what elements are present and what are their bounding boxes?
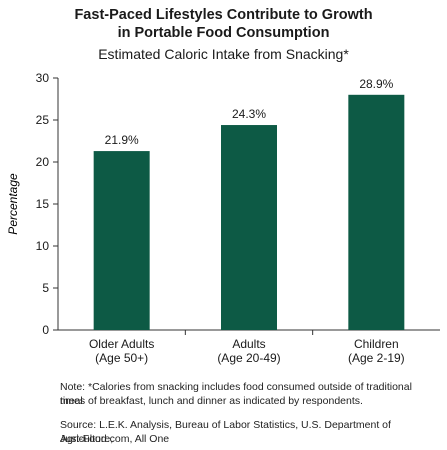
y-tick-label: 5 [42,281,49,295]
y-tick-label: 25 [36,113,50,127]
category-label-line-2: (Age 50+) [95,351,148,365]
category-label-line-1: Older Adults [89,337,154,351]
chart-title-line-1: Fast-Paced Lifestyles Contribute to Grow… [74,7,373,23]
category-label-line-1: Children [354,337,399,351]
category-label-line-1: Adults [232,337,265,351]
chart-subtitle: Estimated Caloric Intake from Snacking* [98,46,349,62]
bar [221,125,277,330]
source-line-2: Just-Food.com, All One [60,433,170,445]
value-label: 28.9% [359,77,393,91]
axes: 0 5 10 15 20 25 30 [36,71,440,337]
chart-title-line-2: in Portable Food Consumption [117,25,330,41]
value-label: 21.9% [105,133,139,147]
note-line-1: Note: *Calories from snacking includes f… [60,381,412,407]
bar [348,94,405,330]
y-tick-label: 20 [36,155,50,169]
category-label-line-2: (Age 2-19) [348,351,405,365]
note-line-2: times of breakfast, lunch and dinner as … [60,395,363,407]
bar [93,151,150,330]
y-tick-label: 0 [42,323,49,337]
y-axis-label: Percentage [6,173,20,235]
y-tick-label: 15 [36,197,50,211]
category-label-line-2: (Age 20-49) [217,351,280,365]
category-labels: Older Adults(Age 50+) Adults(Age 20-49) Ch… [89,337,405,365]
y-tick-label: 30 [36,71,50,85]
value-labels: 21.9% 24.3% 28.9% [105,77,394,147]
bars [93,94,405,330]
y-tick-label: 10 [36,239,50,253]
source-line-1: Source: L.E.K. Analysis, Bureau of Labor… [60,419,391,445]
value-label: 24.3% [232,107,266,121]
